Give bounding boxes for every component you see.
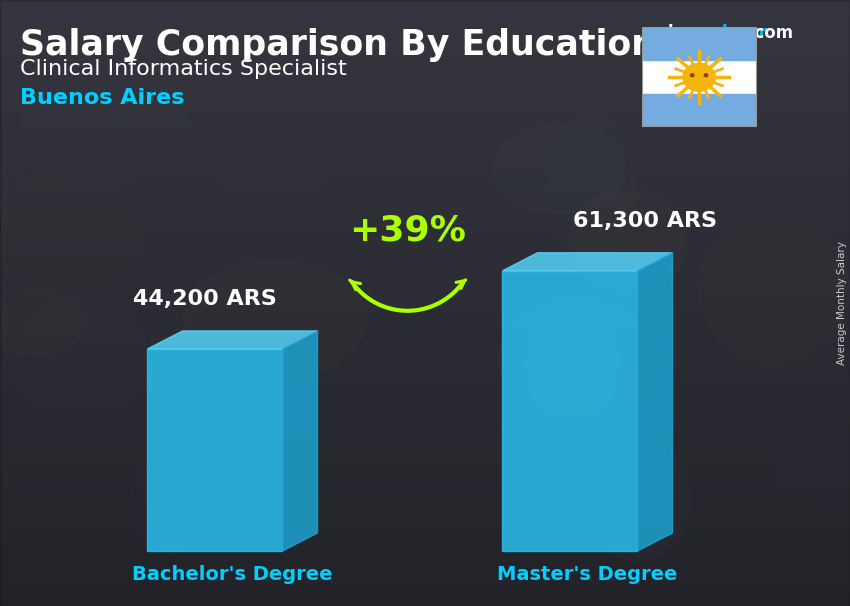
Text: .com: .com [748, 24, 793, 42]
Text: Master's Degree: Master's Degree [496, 565, 677, 584]
Text: Salary Comparison By Education: Salary Comparison By Education [20, 28, 656, 62]
Text: 44,200 ARS: 44,200 ARS [133, 289, 277, 309]
Bar [642, 95, 756, 127]
Text: Average Monthly Salary: Average Monthly Salary [837, 241, 847, 365]
Circle shape [683, 63, 715, 92]
Polygon shape [148, 331, 318, 349]
Text: Buenos Aires: Buenos Aires [20, 88, 184, 108]
Bar [642, 27, 756, 60]
Polygon shape [502, 253, 672, 271]
Ellipse shape [498, 299, 659, 416]
Ellipse shape [0, 290, 88, 355]
Text: 61,300 ARS: 61,300 ARS [573, 211, 717, 231]
Ellipse shape [184, 261, 367, 378]
Ellipse shape [569, 190, 686, 292]
Text: +39%: +39% [349, 214, 466, 248]
Polygon shape [638, 253, 672, 551]
Ellipse shape [586, 440, 690, 561]
Ellipse shape [699, 217, 849, 364]
Text: Clinical Informatics Specialist: Clinical Informatics Specialist [20, 59, 347, 79]
Ellipse shape [492, 124, 626, 214]
Text: salary: salary [647, 24, 704, 42]
Ellipse shape [525, 295, 619, 431]
Circle shape [690, 69, 708, 85]
Bar [502, 271, 638, 551]
Polygon shape [282, 331, 318, 551]
Ellipse shape [130, 452, 212, 554]
Ellipse shape [775, 444, 850, 498]
Ellipse shape [547, 111, 637, 259]
Text: explorer: explorer [688, 24, 767, 42]
Bar [148, 349, 282, 551]
Circle shape [705, 74, 708, 77]
Circle shape [690, 74, 694, 77]
Text: Bachelor's Degree: Bachelor's Degree [132, 565, 332, 584]
